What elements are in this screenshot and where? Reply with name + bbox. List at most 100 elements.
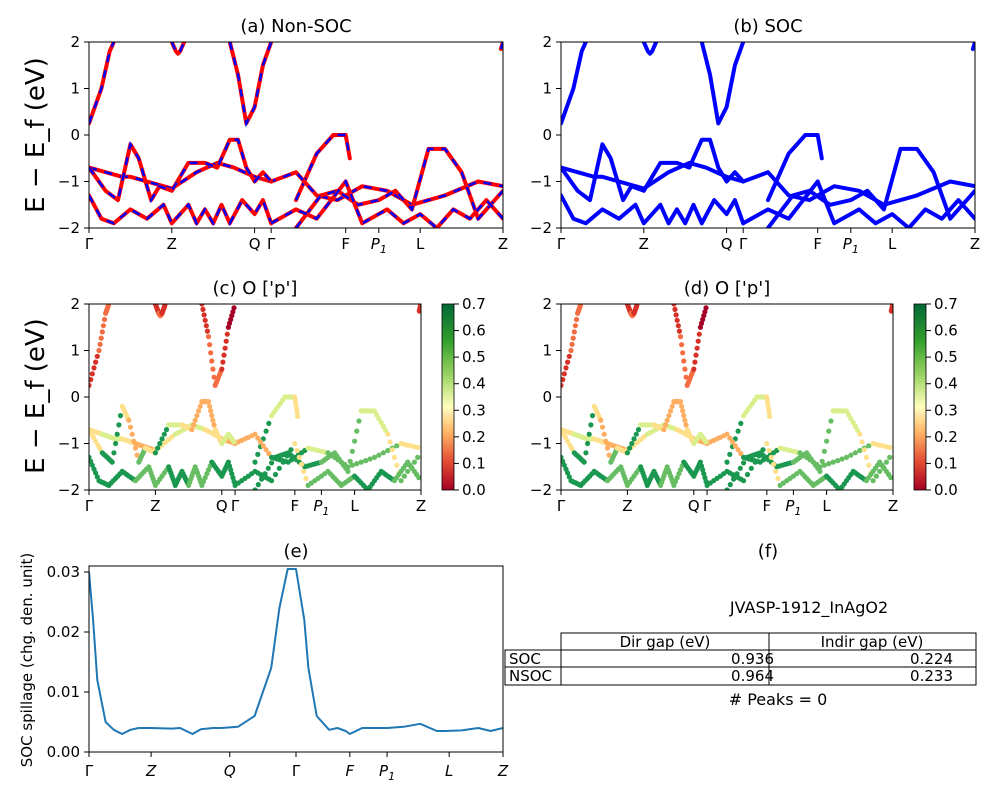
- panel-d-dot: [766, 447, 772, 454]
- panel-e-xtick-label: Z: [497, 762, 509, 780]
- panel-c-xtick-label: L: [350, 497, 359, 515]
- panel-c-colorbar-tick-label: 0.1: [462, 454, 486, 472]
- panel-d-dot: [821, 462, 828, 468]
- panel-d-dot: [668, 408, 674, 414]
- panel-d-dot: [566, 353, 572, 359]
- panel-c-colorbar-tick-label: 0.0: [462, 481, 486, 499]
- panel-c-dot: [230, 309, 236, 315]
- panel-c-dot: [280, 459, 286, 465]
- panel-e-ytick-label: 0.00: [47, 743, 80, 761]
- panel-c-dot: [358, 459, 364, 465]
- panel-d-dot: [568, 347, 574, 354]
- panel-c-dot: [363, 458, 369, 464]
- panel-c-dot: [99, 329, 105, 335]
- panel-c-dot: [94, 353, 100, 359]
- panel-d-dot: [848, 416, 854, 422]
- panel-d-xtick-label: Q: [688, 497, 700, 515]
- panel-c-dot: [398, 478, 404, 484]
- panel-c-dot: [292, 394, 298, 400]
- panel-c-dot: [101, 316, 108, 323]
- panel-c-colorbar-tick-label: 0.7: [462, 295, 486, 313]
- panel-a-title: (a) Non-SOC: [240, 16, 351, 37]
- panel-d-dot: [724, 487, 730, 490]
- panel-c-colorbar-tick-label: 0.3: [462, 401, 486, 419]
- panel-d-dot: [677, 334, 684, 340]
- panel-d-dot: [565, 359, 571, 365]
- panel-c-dot: [354, 428, 360, 434]
- panel-c-colorbar-tick-label: 0.4: [462, 375, 486, 393]
- panel-d-dot: [828, 418, 834, 424]
- band-ylabel-top: E − E_f (eV): [21, 57, 51, 213]
- panel-c-dot: [418, 304, 421, 308]
- panel-d-dot: [826, 428, 832, 434]
- panel-d-dot: [697, 324, 704, 330]
- panel-c-dot: [89, 430, 94, 436]
- panel-d-dot: [861, 447, 867, 453]
- panel-c-dot: [231, 478, 237, 485]
- table-row-soc-label: SOC: [509, 650, 541, 668]
- panel-c-dot: [204, 328, 210, 334]
- panel-a-band-2: [227, 42, 274, 126]
- panel-e-xtick-label: Γ: [85, 762, 94, 780]
- panel-c-dot: [229, 471, 235, 477]
- panel-a-ytick-label: 0: [70, 126, 80, 144]
- panel-c-dot: [371, 408, 378, 414]
- panel-c-dot: [225, 459, 231, 465]
- panel-a-band-soc-3: [294, 133, 352, 201]
- panel-d-dot: [768, 454, 774, 460]
- table-row-nsoc-indir-cell: [768, 666, 977, 686]
- panel-d-dot: [561, 462, 567, 468]
- panel-e-axes: Γ Z Q Γ F P1 L Z 0.00 0.01 0.02 0.03: [47, 563, 509, 783]
- panel-d-dot: [569, 341, 575, 347]
- panel-c-colorbar-gradient: [441, 303, 455, 491]
- panel-a-xtick-label: P1: [371, 235, 387, 256]
- panel-d-dot: [839, 456, 845, 462]
- panel-c-dot: [415, 454, 421, 460]
- panel-d-dot: [775, 475, 781, 481]
- panel-c-dot: [157, 440, 163, 447]
- panel-d-dot: [679, 403, 685, 409]
- panel-c-dot: [197, 403, 203, 409]
- panel-d-dot: [764, 398, 771, 404]
- panel-c-dot: [257, 439, 264, 445]
- panel-d-xtick-label: P1: [785, 497, 801, 518]
- panel-d-dot: [727, 482, 733, 488]
- panel-a-xtick-label: Z: [498, 235, 508, 253]
- panel-d-dot: [663, 422, 669, 428]
- panel-d-dot: [598, 417, 604, 423]
- panel-c-dot: [95, 442, 101, 448]
- panel-a-xtick-label: F: [341, 235, 350, 253]
- panel-c-dot: [252, 431, 258, 437]
- panel-d-dot: [629, 440, 635, 447]
- panel-b-xtick-label: Γ: [739, 235, 748, 253]
- panel-d-dot: [890, 304, 893, 308]
- panel-c-dot: [202, 317, 208, 323]
- panel-d-dot: [737, 465, 743, 471]
- spillage-ylabel: SOC spillage (chg. den. unit): [18, 553, 36, 768]
- panel-d-dot: [563, 365, 569, 371]
- panel-c-dot: [194, 413, 200, 419]
- panel-c-dot: [276, 465, 282, 471]
- panel-d-dot: [735, 428, 741, 434]
- panel-c-dot: [294, 409, 300, 416]
- panel-d-dot: [680, 350, 686, 356]
- panel-b-band-2: [699, 42, 746, 126]
- panel-c-dot: [292, 440, 298, 447]
- panel-c-dot: [380, 450, 386, 456]
- panel-e-xtick-label: Γ: [292, 762, 301, 780]
- table-title: JVASP-1912_InAgO2: [729, 598, 888, 618]
- panel-c-dot: [152, 450, 158, 456]
- panel-d-ytick-label: 2: [542, 295, 552, 313]
- panel-c-dot: [345, 468, 351, 474]
- panel-c-dot: [354, 461, 360, 467]
- panel-a-xtick-label: Γ: [267, 235, 276, 253]
- panel-d-dot: [561, 371, 567, 377]
- panel-d-dot: [672, 306, 678, 312]
- panel-c-dot: [266, 451, 272, 457]
- panel-c-xtick-label: Z: [416, 497, 426, 515]
- panel-c-dot: [210, 366, 216, 372]
- panel-c-dot: [374, 412, 380, 418]
- panel-b-ytick-label: 0: [542, 126, 552, 144]
- table-row-soc-dir: 0.936: [731, 650, 774, 668]
